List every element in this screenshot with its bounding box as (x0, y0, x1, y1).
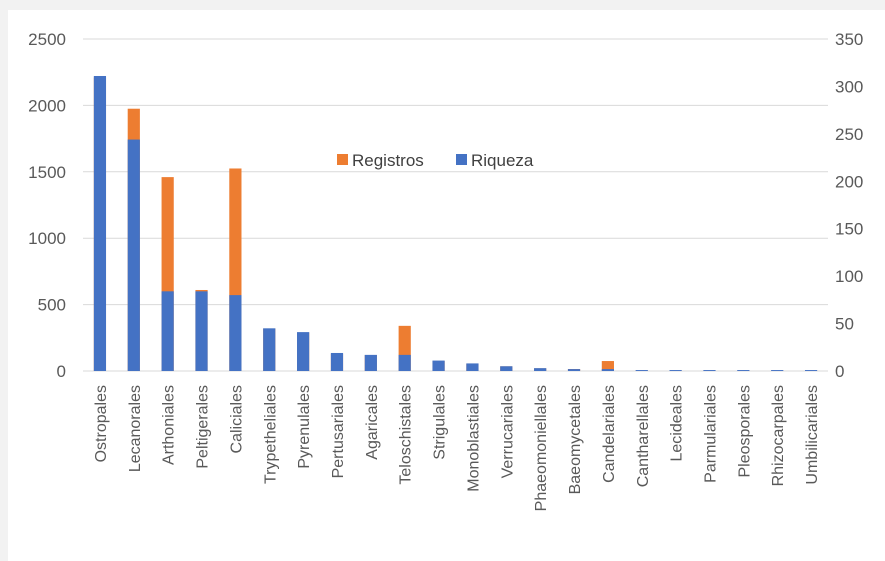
category-label: Lecanorales (127, 385, 144, 472)
legend: Registros Riqueza (337, 151, 534, 170)
category-label: Peltigerales (195, 385, 212, 469)
category-label: Agaricales (364, 385, 381, 460)
bar-riqueza (601, 369, 614, 371)
bar-riqueza (229, 295, 242, 371)
left-axis: 0 500 1000 1500 2000 2500 (28, 30, 66, 381)
category-label: Pyrenulales (296, 385, 313, 469)
bar-registros (601, 361, 614, 371)
bar-riqueza (567, 369, 581, 371)
bar-riqueza (330, 352, 344, 371)
category-label: Baeomycetales (567, 385, 584, 494)
bar-riqueza (804, 370, 818, 371)
bar-riqueza (297, 332, 310, 371)
right-tick-label: 100 (835, 267, 863, 286)
category-label: Lecideales (669, 385, 686, 462)
right-tick-label: 0 (835, 362, 844, 381)
category-label: Umbilicariales (804, 385, 821, 485)
right-tick-label: 150 (835, 220, 863, 239)
category-label: Strigulales (432, 385, 449, 460)
category-label: Caliciales (228, 385, 245, 453)
chart-area: 0 500 1000 1500 2000 2500 0 50 100 150 200 250 300 3… (8, 10, 885, 561)
bar-riqueza (127, 139, 140, 371)
category-label: Verrucariales (499, 385, 516, 478)
left-tick-label: 2000 (28, 96, 66, 115)
category-label: Rhizocarpales (770, 385, 787, 486)
left-tick-label: 0 (57, 362, 66, 381)
left-tick-label: 1500 (28, 163, 66, 182)
bar-riqueza (93, 75, 107, 371)
left-tick-label: 2500 (28, 30, 66, 49)
category-label: Cantharellales (635, 385, 652, 487)
bar-riqueza (771, 370, 784, 371)
legend-label-riqueza: Riqueza (471, 151, 534, 170)
bar-riqueza (263, 328, 276, 371)
right-axis: 0 50 100 150 200 250 300 350 (835, 30, 863, 381)
legend-label-registros: Registros (352, 151, 424, 170)
category-label: Pertusariales (330, 385, 347, 478)
bar-riqueza (669, 370, 682, 371)
category-labels: Ostropales Lecanorales Arthoniales Peltiger… (93, 385, 821, 511)
left-tick-label: 1000 (28, 229, 66, 248)
bar-riqueza (364, 354, 377, 371)
legend-swatch-registros (337, 154, 348, 165)
category-label: Teloschistales (398, 385, 415, 485)
category-label: Parmulariales (702, 385, 719, 483)
category-label: Candelariales (601, 385, 618, 483)
right-tick-label: 350 (835, 30, 863, 49)
bars (93, 75, 818, 372)
bar-riqueza (703, 370, 716, 371)
category-label: Ostropales (93, 385, 110, 462)
category-label: Arthoniales (161, 385, 178, 465)
right-tick-label: 200 (835, 172, 863, 191)
bar-riqueza (466, 363, 479, 371)
bar-chart: 0 500 1000 1500 2000 2500 0 50 100 150 200 250 300 3… (28, 30, 863, 511)
bar-riqueza (195, 291, 208, 371)
bar-riqueza (534, 368, 547, 371)
category-label: Pleosporales (736, 385, 753, 478)
category-label: Trypetheliales (262, 385, 279, 484)
right-tick-label: 50 (835, 315, 854, 334)
right-tick-label: 300 (835, 77, 863, 96)
right-tick-label: 250 (835, 125, 863, 144)
bar-riqueza (737, 370, 750, 371)
left-tick-label: 500 (38, 296, 66, 315)
bar-riqueza (432, 360, 445, 371)
category-label: Phaeomoniellales (533, 385, 550, 511)
legend-swatch-riqueza (456, 154, 467, 165)
gridlines (83, 38, 828, 372)
bar-riqueza (500, 366, 513, 371)
bar-riqueza (398, 354, 411, 371)
bar-riqueza (635, 370, 648, 371)
category-label: Monoblastiales (465, 385, 482, 492)
bar-riqueza (161, 291, 174, 371)
